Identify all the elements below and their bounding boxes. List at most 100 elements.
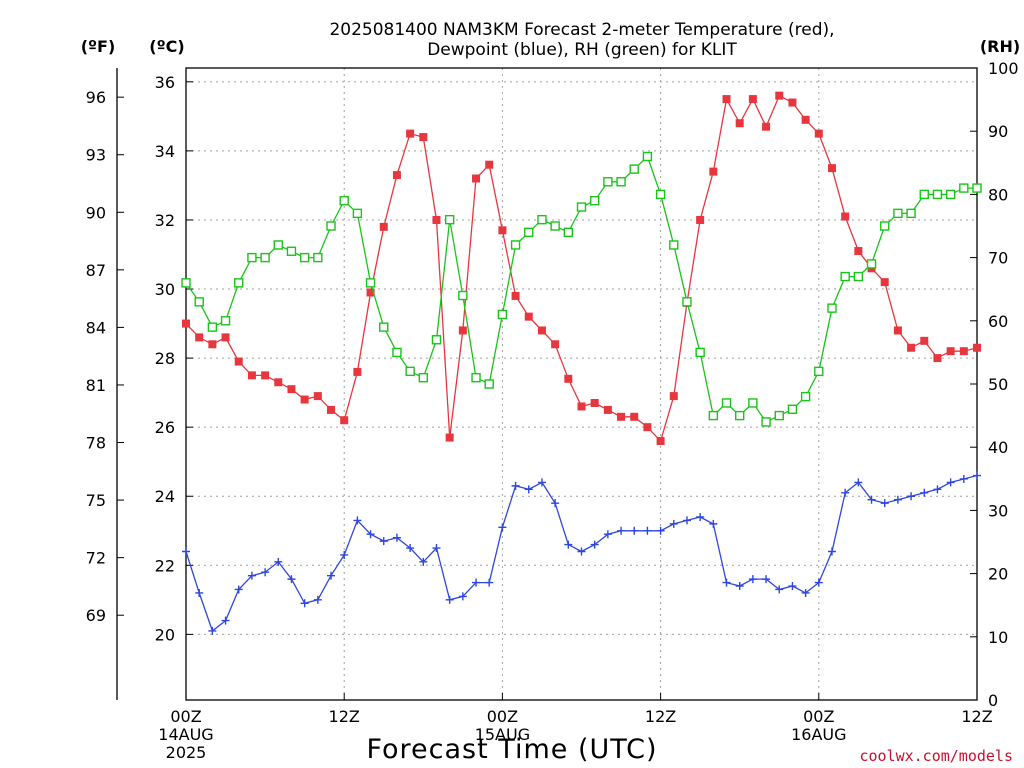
- rh-point: [669, 240, 679, 250]
- celsius-tick-label: 32: [155, 211, 175, 230]
- temperature-point: [458, 326, 467, 335]
- temperature-point: [406, 129, 415, 138]
- fahrenheit-tick-label: 72: [86, 549, 106, 568]
- dewpoint-point: [300, 599, 309, 608]
- credit-link[interactable]: coolwx.com/models: [859, 747, 1013, 765]
- rh-point: [234, 278, 244, 288]
- rh-point: [827, 303, 837, 313]
- temperature-point: [630, 412, 639, 421]
- time-tick-label: 00Z: [170, 707, 201, 726]
- dewpoint-point: [537, 478, 546, 487]
- temperature-point: [933, 354, 942, 363]
- rh-point: [748, 398, 758, 408]
- celsius-tick-label: 26: [155, 418, 175, 437]
- rh-point: [919, 189, 929, 200]
- rh-point: [603, 177, 613, 187]
- rh-point: [655, 189, 666, 200]
- temperature-point: [379, 222, 388, 231]
- rh-tick-label: 0: [988, 691, 998, 710]
- rh-point: [682, 297, 692, 307]
- time-tick-label: 14AUG: [158, 725, 213, 744]
- rh-point: [326, 221, 336, 231]
- dewpoint-point: [827, 547, 836, 556]
- fahrenheit-unit-label: (ºF): [81, 37, 116, 56]
- celsius-tick-label: 22: [155, 556, 175, 575]
- dewpoint-point: [735, 582, 744, 591]
- dewpoint-point: [340, 550, 349, 559]
- rh-tick-label: 90: [988, 122, 1008, 141]
- rh-point: [589, 196, 600, 206]
- rh-point: [260, 252, 270, 263]
- rh-point: [510, 240, 521, 250]
- temperature-point: [353, 367, 362, 376]
- dewpoint-point: [907, 492, 916, 501]
- rh-tick-label: 10: [988, 628, 1008, 647]
- temperature-point: [182, 319, 190, 328]
- dewpoint-point: [814, 578, 823, 587]
- fahrenheit-tick-label: 78: [86, 434, 106, 453]
- dewpoint-point: [247, 571, 256, 580]
- rh-point: [972, 183, 982, 193]
- temperature-point: [973, 343, 981, 352]
- rh-point: [484, 379, 494, 389]
- rh-tick-label: 30: [988, 501, 1008, 520]
- temperature-point: [788, 98, 797, 107]
- celsius-unit-label: (ºC): [149, 37, 184, 56]
- temperature-point: [907, 343, 916, 352]
- temperature-point: [617, 412, 626, 421]
- dewpoint-point: [485, 578, 494, 587]
- rh-point: [853, 271, 864, 282]
- x-axis-title: Forecast Time (UTC): [366, 734, 657, 765]
- dewpoint-point: [959, 474, 968, 483]
- temperature-point: [551, 340, 560, 349]
- temperature-point: [801, 115, 810, 124]
- temperature-point: [445, 433, 454, 442]
- temperature-point: [472, 174, 481, 183]
- temperature-point: [498, 226, 507, 235]
- rh-point: [537, 214, 547, 225]
- time-tick-label: 12Z: [961, 707, 992, 726]
- temperature-point: [392, 171, 401, 180]
- fahrenheit-tick-label: 93: [86, 146, 106, 165]
- dewpoint-point: [973, 471, 981, 480]
- rh-tick-label: 70: [988, 249, 1008, 268]
- rh-tick-label: 80: [988, 185, 1008, 204]
- axis-ticks: 2022242628303234366972757881848790939601…: [86, 59, 1019, 762]
- dewpoint-point: [709, 519, 718, 528]
- rh-point: [181, 278, 191, 288]
- dewpoint-point: [748, 575, 757, 584]
- dewpoint-point: [274, 557, 283, 566]
- temperature-point: [564, 374, 573, 383]
- dewpoint-point: [775, 585, 784, 594]
- fahrenheit-tick-label: 75: [86, 491, 106, 510]
- rh-point: [695, 347, 705, 358]
- dewpoint-point: [379, 537, 388, 546]
- fahrenheit-tick-label: 81: [86, 376, 106, 395]
- dewpoint-point: [682, 516, 691, 525]
- rh-point: [379, 322, 389, 332]
- rh-point: [299, 252, 310, 263]
- rh-tick-label: 40: [988, 438, 1008, 457]
- temperature-point: [300, 395, 309, 404]
- dewpoint-point: [893, 495, 902, 504]
- dewpoint-point: [366, 530, 375, 539]
- dewpoint-point: [353, 516, 362, 525]
- temperature-point: [643, 423, 652, 432]
- dewpoint-point: [880, 499, 889, 508]
- temperature-point: [814, 129, 823, 138]
- rh-point: [273, 240, 283, 250]
- temperature-point: [696, 215, 705, 224]
- rh-tick-label: 50: [988, 375, 1008, 394]
- dewpoint-point: [511, 481, 520, 490]
- rh-point: [497, 309, 508, 320]
- dewpoint-point: [195, 588, 204, 597]
- temperature-point: [577, 402, 586, 411]
- rh-point: [840, 271, 850, 282]
- rh-point: [418, 372, 428, 383]
- temperature-point: [313, 392, 322, 401]
- rh-tick-label: 60: [988, 312, 1008, 331]
- rh-unit-label: (RH): [980, 37, 1020, 56]
- rh-point: [735, 410, 745, 421]
- rh-point: [708, 410, 719, 421]
